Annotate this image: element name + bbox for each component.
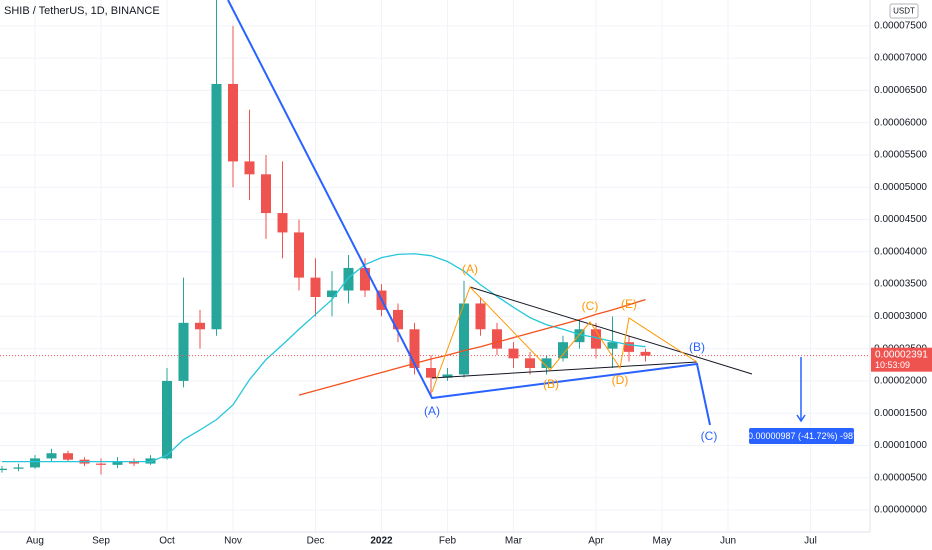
candle-body <box>558 342 568 359</box>
measure-box <box>749 428 854 444</box>
x-tick-label: Feb <box>439 536 457 547</box>
currency: USDT <box>893 7 915 16</box>
y-tick-label: 0.00003500 <box>874 279 927 290</box>
candle-body <box>492 329 502 349</box>
moving-average-line <box>298 298 646 396</box>
candle-body <box>525 358 535 369</box>
grid <box>0 0 870 532</box>
y-tick-label: 0.00004500 <box>874 214 927 225</box>
upper-trendline <box>469 286 753 375</box>
y-tick-label: 0.00003000 <box>874 311 927 322</box>
x-tick-label: 2022 <box>370 536 393 547</box>
wave-label: (C) <box>582 299 599 313</box>
candle-body <box>211 83 222 330</box>
candle-body <box>607 342 618 349</box>
y-tick-label: 0.00006000 <box>874 117 927 128</box>
candle-body <box>591 329 601 349</box>
candle-body <box>409 329 420 369</box>
x-tick-label: Apr <box>588 536 604 547</box>
time-axis-bg <box>0 532 932 550</box>
lower-trendline <box>431 361 698 379</box>
blue-wave-line <box>227 0 711 426</box>
y-tick-label: 0.00001500 <box>874 408 927 419</box>
candle-body <box>442 374 453 378</box>
x-tick-label: Sep <box>92 536 110 547</box>
last-price-box <box>871 347 932 372</box>
x-tick-label: Dec <box>307 536 325 547</box>
candle-body <box>508 348 519 359</box>
x-tick-label: Nov <box>224 536 242 547</box>
candle-body <box>310 277 321 297</box>
wave-label: (B) <box>689 340 705 354</box>
candle-body <box>63 453 73 460</box>
candle-body <box>46 453 57 459</box>
chart-title: SHIB / TetherUS, 1D, BINANCE <box>4 5 160 17</box>
candle-body <box>475 303 486 330</box>
wave-label: (A) <box>462 262 478 276</box>
candle-body <box>343 267 354 291</box>
candle-body <box>0 468 7 471</box>
candle-body <box>640 351 651 356</box>
wave-label: (D) <box>612 373 629 387</box>
y-tick-label: 0.00007500 <box>874 20 927 31</box>
candle-body <box>327 290 337 297</box>
candle-body <box>426 368 436 378</box>
currency-badge[interactable] <box>889 3 919 19</box>
x-tick-label: Jul <box>804 536 817 547</box>
candle-body <box>195 322 205 330</box>
moving-average-line <box>2 253 646 463</box>
candle-body <box>277 213 288 233</box>
price-axis-bg <box>870 0 932 550</box>
candle-body <box>294 232 304 278</box>
y-tick-label: 0.00007000 <box>874 53 927 64</box>
y-tick-label: 0.00002000 <box>874 376 927 387</box>
candle-body <box>228 83 238 162</box>
x-tick-label: Aug <box>26 536 44 547</box>
y-tick-label: 0.00005500 <box>874 150 927 161</box>
candle-body <box>112 460 123 465</box>
x-tick-label: May <box>653 536 672 547</box>
candle-body <box>393 309 403 330</box>
drawings <box>227 0 806 426</box>
x-tick-label: Oct <box>159 536 175 547</box>
wave-label: (B) <box>543 377 559 391</box>
axes: 0.00000000 0.00000500 0.00001000 0.00001500… <box>26 20 932 547</box>
annotations: (A) (B) (C) (D) (E) (A) (B) (C) <box>424 262 717 443</box>
last-price-label: 0.00002391 <box>875 349 928 360</box>
candle-body <box>244 161 255 175</box>
candle-body <box>624 342 634 352</box>
candle-body <box>96 463 106 465</box>
candle-body <box>541 358 552 369</box>
candle-body <box>261 174 271 214</box>
y-tick-label: 0.00000000 <box>874 505 927 516</box>
candle-body <box>178 322 189 381</box>
candle-body <box>574 329 585 343</box>
wave-label: (E) <box>621 297 637 311</box>
measure-label: -0.00000987 (-41.72%) -987 <box>745 431 858 441</box>
candle-body <box>162 380 172 459</box>
measure-arrow <box>796 414 806 423</box>
countdown: 10:53:09 <box>875 360 910 370</box>
candle-body <box>13 467 24 469</box>
y-tick-label: 0.00004000 <box>874 246 927 257</box>
y-tick-label: 0.00001000 <box>874 440 927 451</box>
y-tick-label: 0.00005000 <box>874 182 927 193</box>
candle-body <box>459 303 469 375</box>
plot <box>0 0 870 475</box>
x-tick-label: Mar <box>505 536 523 547</box>
candle-body <box>360 267 370 291</box>
wave-label: (A) <box>424 404 440 418</box>
y-tick-label: 0.00000500 <box>874 472 927 483</box>
wave-label: (C) <box>701 429 718 443</box>
y-tick-label: 0.00006500 <box>874 85 927 96</box>
orange-wave-line <box>431 286 698 393</box>
candle-body <box>30 458 40 468</box>
x-tick-label: Jun <box>720 536 736 547</box>
